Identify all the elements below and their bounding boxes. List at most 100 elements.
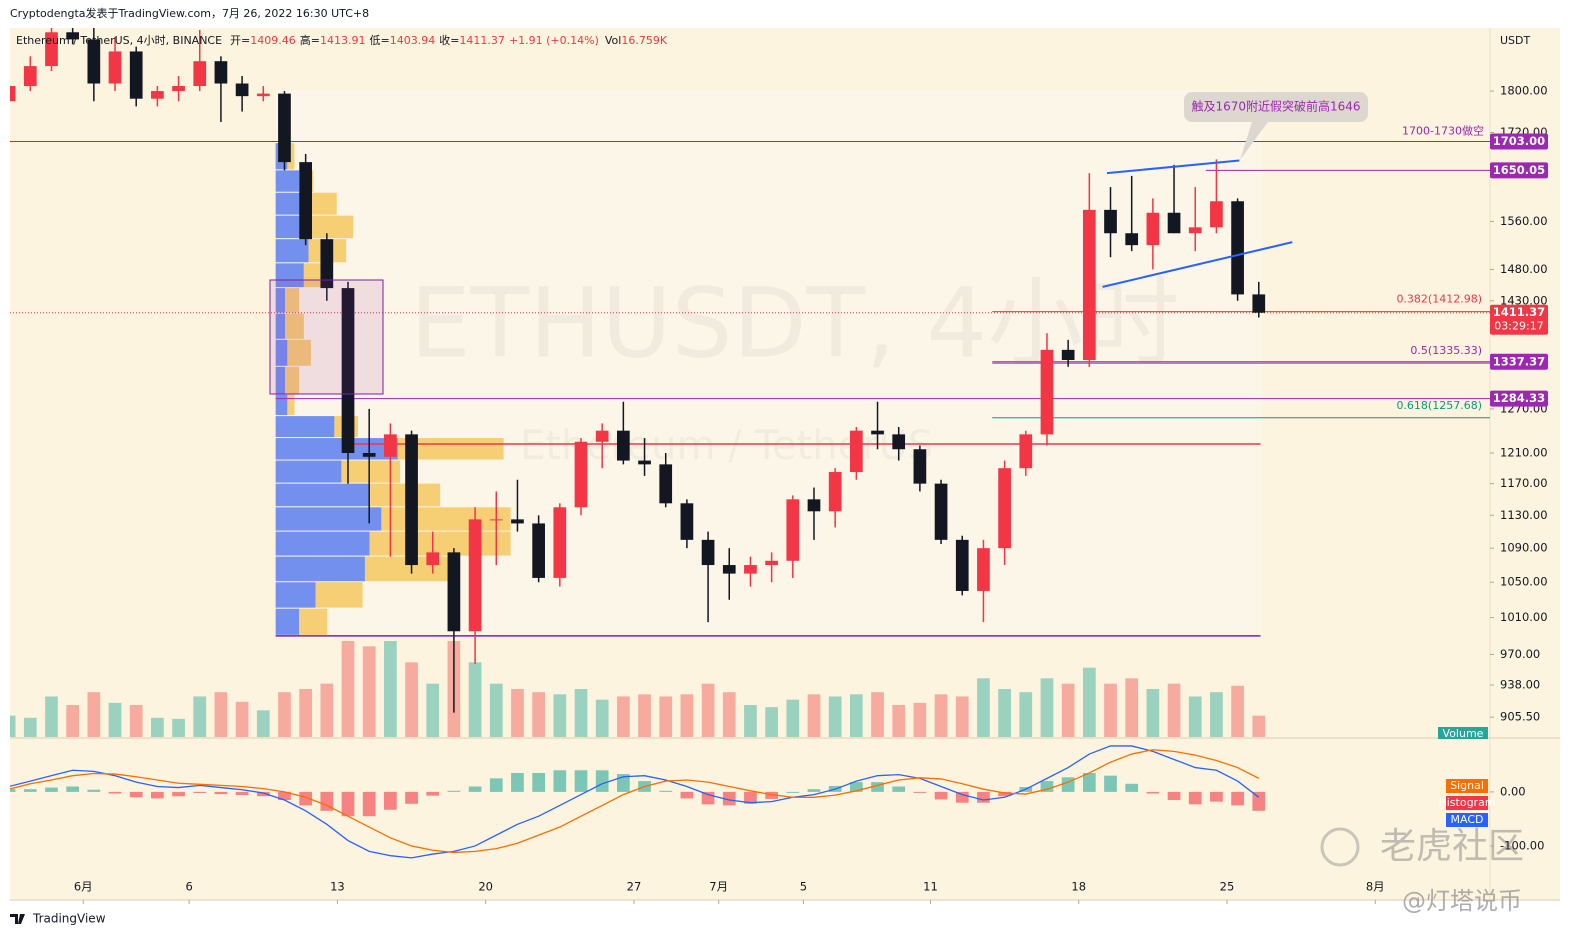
candle-body [1082,209,1096,361]
y-tick-label: 1480.00 [1500,262,1548,276]
volume-bar [701,683,715,737]
legend-badge [1446,796,1488,810]
histogram-bar [1210,791,1223,802]
histogram-bar [892,786,906,792]
currency: USDT [1500,34,1531,47]
ohlc-value: 1413.91 [320,34,366,47]
volume-bar [617,696,630,737]
candle-body [1146,212,1160,246]
candle-body [722,565,736,574]
volume-bar [680,694,694,737]
main-pane [10,28,1490,737]
symbol: Ethereum / TetherUS, 4小时, BINANCE [16,34,222,47]
ohlc-value: 1411.37 [459,34,505,47]
volume-bar [765,707,778,737]
profile-up [275,416,335,438]
histogram-bar [193,791,207,793]
x-tick-label: 13 [330,880,345,894]
range-box [269,279,384,395]
volume-bar [66,705,80,737]
y-tick-label: 1210.00 [1500,445,1548,459]
candle-body [913,449,927,484]
histogram-bar [447,790,461,792]
histogram-bar [362,791,376,817]
candle-body [405,434,418,566]
profile-down [287,394,295,416]
tradingview-logo: TradingView [10,912,106,926]
candle-body [1210,201,1223,228]
volume-bar [172,718,185,737]
histogram-bar [532,772,545,792]
volume-bar [278,692,291,737]
candle-body [362,452,376,457]
profile-up [275,460,342,483]
histogram-bar [299,791,313,806]
histogram-bar [214,791,228,795]
legend-label: MACD [1451,813,1484,826]
candle-body [955,539,969,591]
candle-body [595,430,609,442]
candle-body [1040,349,1054,435]
histogram-bar [913,791,927,793]
callout-text: 触及1670附近假突破前高1646 [1191,99,1360,114]
price-badge [1490,304,1548,335]
histogram-bar [87,789,101,792]
volume-bar [193,696,207,737]
histogram-bar [1146,791,1160,794]
price-badge [1490,353,1548,370]
candle-body [553,507,567,578]
volume-bar [511,689,524,737]
candle-body [193,61,207,87]
profile-up [275,483,370,507]
publisher: Cryptodengta发表于TradingView.com，7月 26, 20… [10,6,369,20]
candle-body [828,472,842,512]
x-tick-label: 6 [185,880,192,894]
volume-bar [1167,683,1181,737]
histogram-bar [659,790,673,792]
volume-bar [892,705,906,737]
histogram-bar [744,791,757,804]
candle-body [765,560,778,566]
candle-body [998,468,1011,549]
price-badge [1490,133,1548,150]
volume-bar [1104,683,1117,737]
histogram-bar [405,791,418,804]
volume-badge [1438,727,1488,739]
price-badge [1490,162,1548,179]
profile-down [287,143,295,170]
candle-body [1252,294,1266,313]
x-tick-label: 25 [1220,880,1235,894]
volume-bar [871,692,884,737]
legend-label: Histogram [1438,796,1495,809]
candle-body [701,539,715,566]
candle-body [617,430,630,461]
candle-body [129,51,143,99]
profile-down [381,507,511,531]
profile-up [275,288,286,313]
y-tick-label: 1800.00 [1500,84,1548,98]
histogram-bar [341,791,355,817]
y-tick-label: 970.00 [1500,647,1540,661]
logo-mark [10,914,25,924]
x-tick-label: 18 [1071,880,1086,894]
histogram-bar [680,791,694,799]
candle-body [849,430,863,473]
volume-value: 16.759K [621,34,667,47]
volume-bar [659,696,673,737]
candle-body [489,519,503,521]
histogram-bar [765,791,778,799]
volume-bar [1040,678,1054,737]
histogram-bar [172,791,185,797]
volume-bar [23,717,37,737]
histogram-bar [849,782,863,792]
candle-body [108,51,122,84]
histogram-bar [1082,772,1096,792]
profile-down [341,460,401,483]
histogram-bar [66,786,80,792]
legend-label: Signal [1450,779,1484,792]
macd-pane [10,745,1266,859]
price-badge-label: 1703.00 [1493,134,1545,148]
x-tick-label: 7月 [709,880,728,894]
histogram-bar [1040,781,1054,792]
legend-badge [1446,779,1488,793]
